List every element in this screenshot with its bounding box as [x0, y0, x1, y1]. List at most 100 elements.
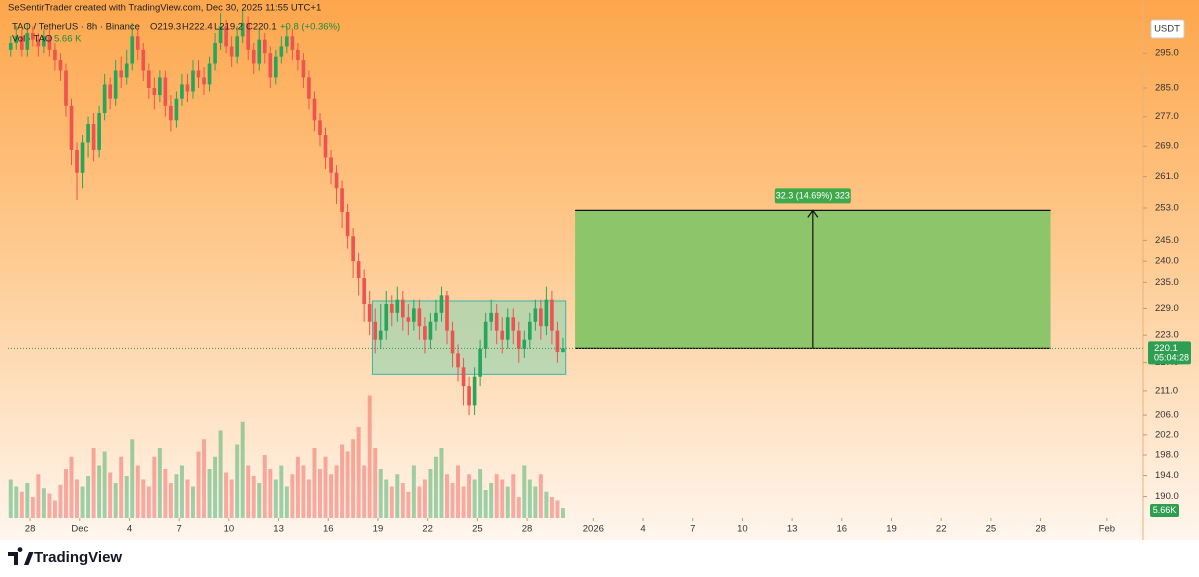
candle-body	[561, 348, 565, 353]
volume-bar	[428, 469, 433, 518]
candle-body	[334, 172, 339, 189]
candle-body	[158, 77, 162, 96]
volume-bar	[450, 483, 455, 518]
volume-bar	[395, 474, 400, 518]
candle-body	[478, 348, 482, 377]
candle-body	[273, 56, 278, 78]
candle-body	[450, 330, 455, 354]
candle-body	[86, 123, 90, 143]
header-credit: SeSentirTrader created with TradingView.…	[8, 3, 321, 14]
candle-body	[97, 113, 101, 150]
volume-bar	[478, 469, 483, 518]
arrow-head	[807, 209, 819, 218]
volume-bar	[400, 483, 405, 518]
candle-body	[169, 105, 173, 121]
volume-bar	[196, 451, 201, 518]
volume-bar	[362, 465, 367, 518]
candle-body	[434, 312, 438, 322]
y-tick-label: 261.0	[1155, 171, 1179, 182]
candle-body	[290, 36, 295, 50]
volume-bar	[19, 491, 24, 518]
candle-body	[505, 317, 510, 340]
volume-legend: Vol · TAO	[12, 34, 52, 45]
x-tick-label: 28	[522, 524, 533, 535]
x-tick-label: 10	[737, 524, 748, 535]
volume-bar	[445, 474, 449, 518]
y-tick-label: 253.0	[1155, 203, 1179, 214]
candle-body	[251, 49, 256, 64]
x-tick-label: 25	[986, 524, 997, 535]
volume-bar	[113, 483, 118, 518]
candle-body	[191, 70, 195, 92]
candle-body	[64, 70, 68, 106]
volume-bar	[340, 444, 345, 518]
candle-body	[456, 353, 460, 368]
volume-bar	[202, 439, 207, 518]
volume-bar	[461, 486, 466, 518]
candle-body	[218, 26, 223, 44]
volume-bar	[91, 448, 96, 518]
candle-body	[406, 317, 411, 322]
candle-body	[522, 339, 527, 349]
candle-body	[246, 22, 251, 50]
y-tick-label: 269.0	[1155, 141, 1179, 152]
x-tick-label: 28	[1035, 524, 1046, 535]
symbol: TAO / TetherUS · 8h · Binance	[12, 22, 140, 33]
volume-bar	[8, 479, 13, 518]
volume-bar	[152, 456, 157, 518]
volume-bar	[555, 500, 560, 518]
volume-bar	[301, 465, 306, 518]
x-tick-label: 19	[886, 524, 897, 535]
x-tick-label: 10	[224, 524, 235, 535]
candle-body	[340, 188, 344, 212]
candle-body	[400, 299, 405, 318]
candle-body	[516, 330, 521, 349]
candle-body	[301, 60, 306, 78]
volume-bar	[69, 456, 74, 518]
brand-logo	[8, 547, 34, 565]
volume-bar	[229, 479, 234, 518]
y-tick-label: 240.0	[1155, 256, 1179, 267]
volume-bar	[130, 439, 135, 518]
volume-bar	[279, 465, 284, 518]
candle-body	[69, 105, 74, 150]
candle-body	[257, 39, 262, 64]
y-tick-label: 206.0	[1155, 410, 1179, 421]
last-price: 220.1	[1154, 343, 1178, 354]
volume-bar	[52, 500, 57, 518]
volume-bar	[168, 483, 173, 518]
volume-bar	[86, 476, 91, 518]
candle-body	[439, 295, 444, 313]
volume-bar	[47, 493, 52, 518]
candle-body	[544, 299, 549, 327]
volume-bar	[422, 479, 427, 518]
countdown: 05:04:28	[1154, 353, 1189, 363]
candle-body	[268, 53, 273, 78]
candle-body	[146, 70, 151, 88]
candle-body	[511, 317, 516, 331]
candle-body	[373, 321, 378, 340]
volume-bar	[494, 474, 499, 518]
candle-body	[384, 304, 389, 331]
candle-body	[378, 330, 383, 340]
y-tick-label: 245.0	[1155, 235, 1179, 246]
volume-bar	[334, 465, 339, 518]
candle-body	[240, 22, 245, 37]
volume-bar	[351, 439, 356, 518]
volume-bar	[108, 472, 113, 518]
volume-bar	[417, 486, 422, 518]
currency-box	[1150, 19, 1185, 39]
candle-body	[329, 157, 333, 173]
volume-bar	[185, 479, 190, 518]
volume-bar	[522, 465, 527, 518]
volume-bar	[467, 474, 472, 518]
candle-body	[31, 32, 35, 40]
candle-body	[412, 308, 416, 322]
volume-bar	[500, 479, 505, 518]
y-tick-label: 211.0	[1155, 385, 1178, 396]
candle-body	[58, 60, 63, 71]
x-tick-label: 19	[373, 524, 384, 535]
candle-body	[229, 46, 234, 57]
candle-body	[395, 299, 400, 313]
